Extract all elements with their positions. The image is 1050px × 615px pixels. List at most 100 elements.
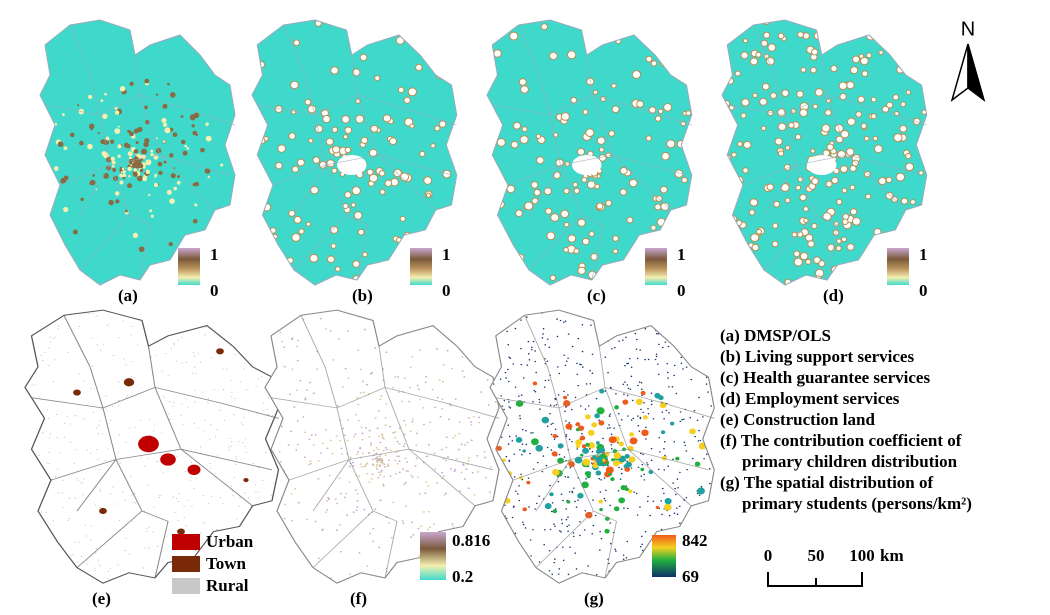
texture-dot [609, 542, 612, 545]
texture-dot [265, 452, 267, 454]
texture-dot [613, 427, 615, 429]
texture-dot [502, 550, 505, 553]
texture-dot [641, 429, 649, 437]
texture-dot [375, 452, 377, 455]
texture-dot [89, 179, 96, 186]
texture-dot [331, 167, 338, 174]
texture-dot [709, 368, 712, 370]
texture-dot [458, 432, 461, 435]
texture-dot [296, 420, 299, 422]
texture-dot [75, 449, 77, 451]
texture-dot [791, 231, 798, 238]
texture-dot [552, 434, 558, 439]
texture-dot [471, 471, 474, 474]
texture-dot [520, 85, 529, 94]
texture-dot [260, 578, 262, 580]
texture-dot [455, 175, 457, 183]
texture-dot [755, 228, 763, 235]
texture-dot [537, 461, 539, 464]
texture-dot [126, 395, 129, 397]
texture-dot [155, 354, 157, 356]
texture-dot [27, 494, 29, 496]
texture-dot [562, 546, 564, 548]
texture-dot [264, 304, 265, 305]
texture-dot [749, 57, 759, 66]
texture-dot [159, 495, 161, 497]
texture-dot [296, 359, 299, 362]
texture-dot [149, 318, 151, 320]
texture-dot [454, 468, 457, 471]
texture-dot [542, 328, 545, 330]
texture-dot [376, 463, 379, 466]
texture-dot [128, 168, 131, 171]
texture-dot [480, 391, 483, 393]
texture-dot [626, 384, 629, 386]
texture-dot [684, 444, 687, 447]
texture-dot [216, 455, 219, 457]
texture-dot [144, 105, 148, 110]
texture-dot [331, 145, 341, 154]
texture-dot [685, 366, 688, 368]
texture-dot [344, 20, 353, 29]
texture-dot [806, 279, 813, 285]
texture-dot [204, 334, 206, 336]
texture-dot [86, 563, 88, 565]
north-label: N [961, 18, 975, 40]
texture-dot [136, 165, 139, 168]
texture-dot [350, 202, 357, 208]
texture-dot [635, 310, 637, 311]
texture-dot [411, 418, 414, 421]
texture-dot [659, 185, 668, 194]
texture-dot [97, 559, 100, 561]
texture-dot [442, 364, 445, 366]
arrow-right [967, 43, 986, 102]
texture-dot [440, 448, 443, 451]
texture-dot [527, 477, 530, 479]
settlement [187, 464, 201, 475]
texture-dot [359, 579, 362, 581]
texture-dot [373, 580, 376, 583]
texture-dot [397, 455, 400, 458]
texture-dot [150, 214, 154, 218]
texture-dot [452, 128, 457, 136]
texture-dot [679, 411, 682, 413]
texture-dot [652, 418, 655, 420]
texture-dot [583, 312, 586, 314]
texture-dot [193, 422, 196, 424]
texture-dot [377, 476, 380, 479]
texture-dot [470, 439, 473, 442]
texture-dot [370, 444, 372, 447]
texture-dot [366, 462, 369, 465]
texture-dot [480, 580, 483, 583]
legend-a: 1 0 (a) [118, 245, 219, 305]
texture-dot [717, 503, 719, 504]
texture-dot [689, 428, 696, 435]
texture-dot [295, 449, 298, 451]
texture-dot [495, 306, 497, 307]
texture-dot [112, 486, 114, 488]
texture-dot [640, 382, 643, 384]
texture-dot [83, 418, 85, 420]
texture-dot [168, 242, 173, 247]
texture-dot [543, 386, 546, 388]
texture-dot [255, 492, 257, 494]
texture-dot [404, 481, 407, 484]
texture-dot [644, 531, 647, 533]
texture-dot [157, 545, 159, 547]
texture-dot [572, 181, 579, 188]
texture-dot [585, 478, 587, 480]
texture-dot [865, 193, 872, 200]
texture-dot [267, 576, 270, 578]
texture-dot [554, 428, 557, 431]
scale-line [767, 572, 863, 587]
texture-dot [130, 334, 132, 336]
texture-dot [760, 125, 767, 132]
texture-dot [180, 362, 183, 364]
texture-dot [245, 389, 248, 391]
texture-dot [180, 139, 186, 145]
texture-dot [565, 508, 567, 510]
texture-dot [866, 52, 872, 59]
texture-dot [489, 466, 492, 468]
texture-dot [403, 377, 406, 380]
texture-dot [322, 114, 331, 124]
